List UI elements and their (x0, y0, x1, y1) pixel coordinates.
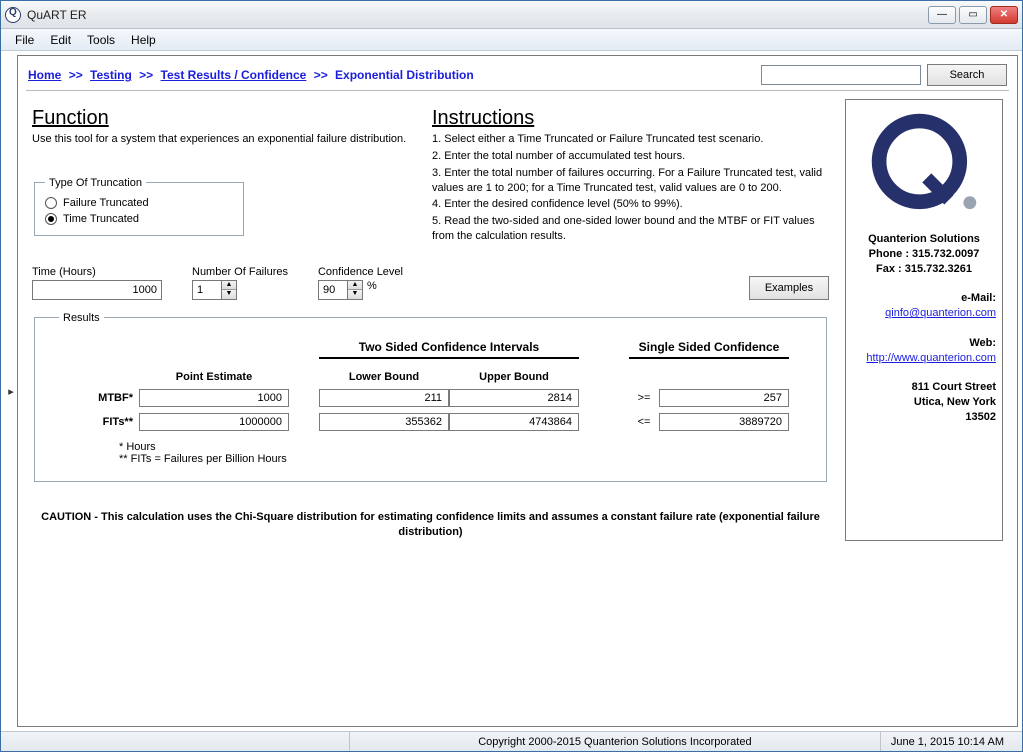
instruction-3: 3. Enter the total number of failures oc… (432, 166, 829, 196)
spinner-buttons[interactable]: ▲▼ (348, 280, 363, 300)
crumb-sep: >> (310, 68, 332, 82)
menu-help[interactable]: Help (123, 31, 164, 49)
email-link[interactable]: qinfo@quanterion.com (852, 306, 996, 321)
spinner-buttons[interactable]: ▲▼ (222, 280, 237, 300)
instruction-5: 5. Read the two-sided and one-sided lowe… (432, 214, 829, 244)
company-name: Quanterion Solutions (852, 232, 996, 247)
upper-bound-heading: Upper Bound (449, 365, 579, 383)
time-input[interactable] (32, 280, 162, 300)
menu-edit[interactable]: Edit (42, 31, 79, 49)
menubar: File Edit Tools Help (1, 29, 1022, 51)
web-link[interactable]: http://www.quanterion.com (852, 351, 996, 366)
results-legend: Results (59, 312, 104, 324)
mtbf-operator: >= (629, 392, 659, 404)
radio-icon (45, 197, 57, 209)
mtbf-single-sided: 257 (659, 389, 789, 407)
single-sided-heading: Single Sided Confidence (629, 336, 789, 359)
fits-lower-bound: 355362 (319, 413, 449, 431)
function-text: Use this tool for a system that experien… (32, 132, 412, 147)
breadcrumb: Home >> Testing >> Test Results / Confid… (28, 68, 761, 82)
statusbar: Copyright 2000-2015 Quanterion Solutions… (1, 731, 1022, 751)
status-datetime: June 1, 2015 10:14 AM (880, 732, 1014, 751)
confidence-input[interactable] (318, 280, 348, 300)
mtbf-lower-bound: 211 (319, 389, 449, 407)
crumb-sep: >> (65, 68, 87, 82)
mtbf-point-estimate: 1000 (139, 389, 289, 407)
failures-input[interactable] (192, 280, 222, 300)
crumb-home[interactable]: Home (28, 68, 61, 82)
fits-single-sided: 3889720 (659, 413, 789, 431)
radio-failure-truncated[interactable]: Failure Truncated (45, 195, 233, 211)
time-label: Time (Hours) (32, 266, 162, 278)
radio-time-truncated[interactable]: Time Truncated (45, 211, 233, 227)
app-icon (5, 7, 21, 23)
radio-icon (45, 213, 57, 225)
two-sided-heading: Two Sided Confidence Intervals (319, 336, 579, 359)
instruction-1: 1. Select either a Time Truncated or Fai… (432, 132, 829, 147)
mtbf-row-label: MTBF* (59, 392, 139, 404)
instructions-heading: Instructions (432, 107, 829, 130)
company-logo (852, 106, 996, 226)
radio-label: Time Truncated (63, 213, 139, 225)
mtbf-upper-bound: 2814 (449, 389, 579, 407)
menu-tools[interactable]: Tools (79, 31, 123, 49)
crumb-testing[interactable]: Testing (90, 68, 132, 82)
instruction-2: 2. Enter the total number of accumulated… (432, 149, 829, 164)
close-button[interactable]: ✕ (990, 6, 1018, 24)
main-panel: Home >> Testing >> Test Results / Confid… (17, 55, 1018, 727)
point-estimate-heading: Point Estimate (139, 365, 289, 383)
status-copyright: Copyright 2000-2015 Quanterion Solutions… (349, 732, 880, 751)
footnote-fits: ** FITs = Failures per Billion Hours (119, 453, 802, 465)
crumb-current: Exponential Distribution (335, 68, 474, 82)
company-sidebar: Quanterion Solutions Phone : 315.732.009… (845, 99, 1003, 541)
caution-text: CAUTION - This calculation uses the Chi-… (32, 510, 829, 541)
spin-down-icon[interactable]: ▼ (348, 290, 362, 299)
instruction-4: 4. Enter the desired confidence level (5… (432, 197, 829, 212)
confidence-spinner[interactable]: ▲▼ % (318, 280, 403, 300)
web-label: Web: (852, 336, 996, 351)
truncation-legend: Type Of Truncation (45, 177, 146, 189)
panel-expander[interactable]: ▸ (5, 55, 17, 727)
footnote-hours: * Hours (119, 441, 802, 453)
menu-file[interactable]: File (7, 31, 42, 49)
minimize-button[interactable]: — (928, 6, 956, 24)
address-line-3: 13502 (852, 410, 996, 425)
window-controls: — ▭ ✕ (928, 6, 1018, 24)
fits-operator: <= (629, 416, 659, 428)
maximize-button[interactable]: ▭ (959, 6, 987, 24)
crumb-sep: >> (135, 68, 157, 82)
window-titlebar: QuART ER — ▭ ✕ (1, 1, 1022, 29)
radio-label: Failure Truncated (63, 197, 149, 209)
lower-bound-heading: Lower Bound (319, 365, 449, 383)
spin-up-icon[interactable]: ▲ (222, 281, 236, 290)
confidence-label: Confidence Level (318, 266, 403, 278)
email-label: e-Mail: (852, 291, 996, 306)
failures-spinner[interactable]: ▲▼ (192, 280, 288, 300)
search-input[interactable] (761, 65, 921, 85)
truncation-fieldset: Type Of Truncation Failure Truncated Tim… (34, 177, 244, 236)
fits-row-label: FITs** (59, 416, 139, 428)
company-phone: Phone : 315.732.0097 (852, 247, 996, 262)
crumb-results[interactable]: Test Results / Confidence (161, 68, 307, 82)
function-heading: Function (32, 107, 412, 130)
fits-point-estimate: 1000000 (139, 413, 289, 431)
examples-button[interactable]: Examples (749, 276, 829, 300)
search-button[interactable]: Search (927, 64, 1007, 86)
results-fieldset: Results Two Sided Confidence Intervals S… (34, 312, 827, 482)
address-line-1: 811 Court Street (852, 380, 996, 395)
spin-up-icon[interactable]: ▲ (348, 281, 362, 290)
address-line-2: Utica, New York (852, 395, 996, 410)
window-title: QuART ER (27, 8, 928, 22)
company-fax: Fax : 315.732.3261 (852, 262, 996, 277)
fits-upper-bound: 4743864 (449, 413, 579, 431)
percent-label: % (367, 280, 377, 300)
failures-label: Number Of Failures (192, 266, 288, 278)
spin-down-icon[interactable]: ▼ (222, 290, 236, 299)
